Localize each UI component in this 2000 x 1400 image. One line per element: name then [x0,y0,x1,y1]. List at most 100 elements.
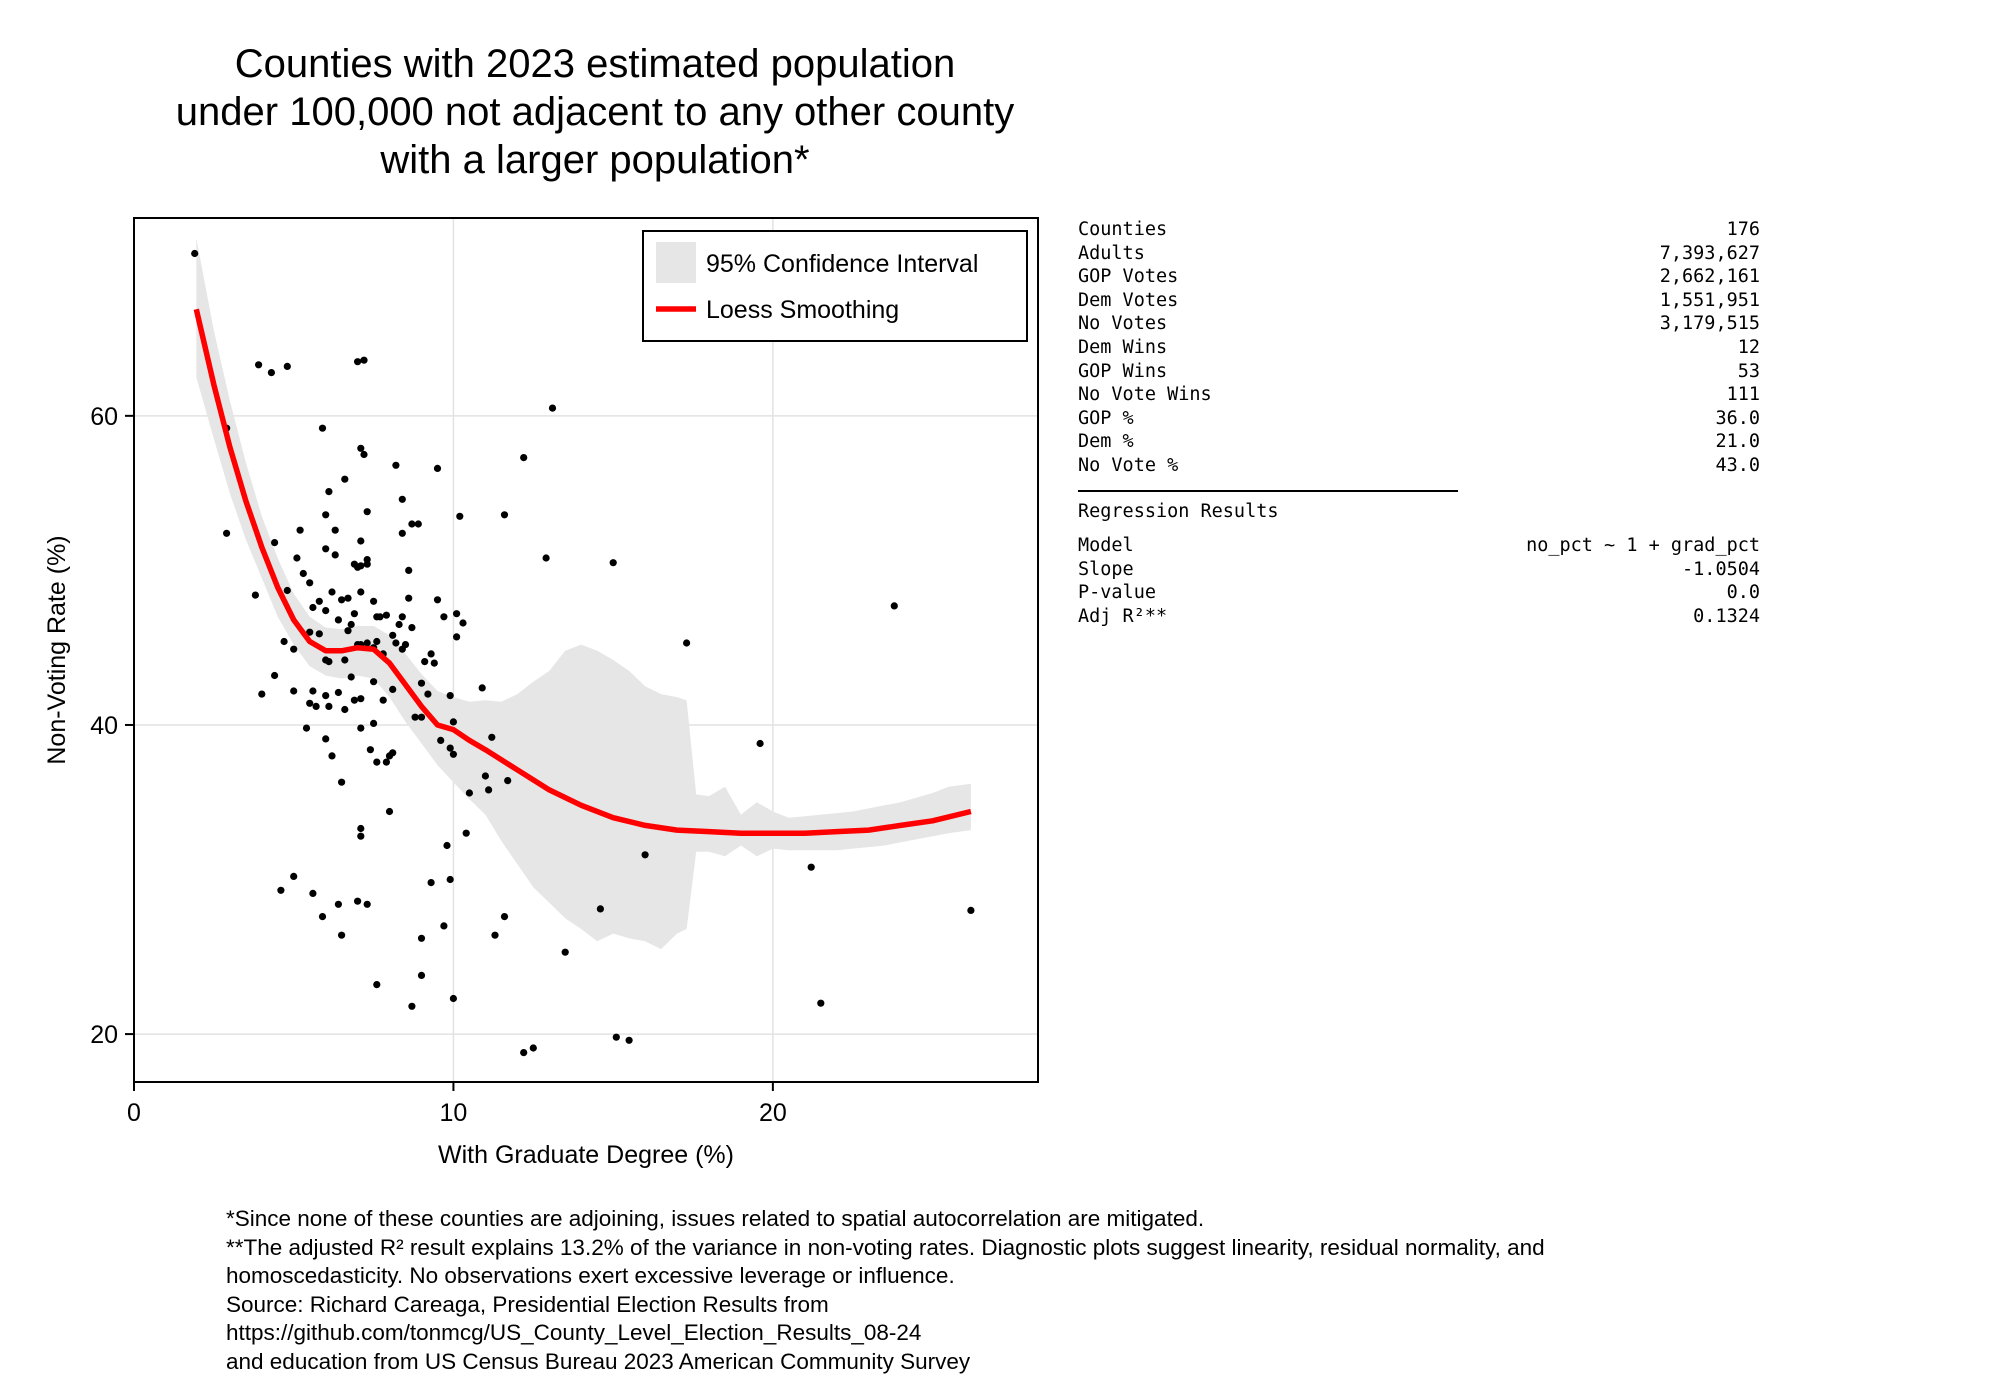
data-point [417,679,426,687]
footnote-line: Source: Richard Careaga, Presidential El… [226,1291,829,1317]
data-point [290,687,298,695]
regression-table: Model no_pct ~ 1 + grad_pct Slope -1.0504 P-… [1078,534,1760,628]
stat-value: 7,393,627 [1659,242,1760,264]
data-point [306,579,314,587]
x-tick-label: 0 [127,1099,141,1127]
data-point [344,594,352,602]
chart-title-line: under 100,000 not adjacent to any other … [175,90,1015,134]
data-point [807,863,815,871]
data-point [255,361,263,369]
data-point [625,1036,633,1044]
data-point [271,671,279,680]
stat-label: GOP Wins [1078,360,1168,382]
footnote-line: and education from US Census Bureau 2023… [226,1348,971,1374]
data-point [280,637,288,646]
stats-table: Counties 176 Adults 7,393,627 GOP Votes 2,662… [1078,218,1760,478]
data-point [890,602,898,610]
footnote-line: *Since none of these counties are adjoin… [226,1206,1205,1231]
data-point [504,777,512,785]
data-point [283,586,291,595]
stat-row: GOP Votes 2,662,161 [1078,265,1760,289]
data-point [354,358,362,366]
data-point [251,591,259,599]
stat-row: GOP % 36.0 [1078,407,1760,431]
data-point [271,539,279,547]
data-point [350,610,358,618]
data-point [338,778,346,786]
stat-value: 3,179,515 [1659,313,1760,335]
data-point [389,685,397,694]
data-point [411,713,419,721]
stat-label: Slope [1078,558,1134,580]
data-point [363,900,371,908]
stat-value: no_pct ~ 1 + grad_pct [1526,535,1760,557]
stat-row: Slope -1.0504 [1078,558,1760,582]
data-point [322,692,330,700]
data-point [363,508,371,516]
stat-label: No Vote Wins [1078,384,1212,406]
stat-label: GOP Votes [1078,266,1179,288]
data-point [683,639,691,647]
data-point [370,678,378,686]
loess-line [193,308,972,836]
data-point [267,369,275,377]
data-point [350,696,358,704]
data-point [392,639,400,647]
stat-row: No Vote Wins 111 [1078,383,1760,407]
stat-value: 53 [1737,360,1760,382]
data-point [366,746,374,754]
x-tick-label: 10 [440,1099,468,1127]
data-point [223,529,231,537]
data-point [357,444,365,452]
data-point [427,650,435,658]
data-point [385,807,394,816]
stat-value: 12 [1737,336,1760,358]
stat-label: No Vote % [1078,454,1179,476]
data-point [481,772,489,780]
data-point [401,641,410,649]
data-point [357,832,365,840]
data-point [398,613,406,621]
data-point [382,611,390,619]
stat-row: Dem Wins 12 [1078,336,1760,360]
stat-row: P-value 0.0 [1078,581,1760,605]
data-point [370,719,378,728]
data-point [456,512,464,520]
data-point [967,906,975,915]
x-axis-label: With Graduate Degree (%) [438,1141,734,1169]
data-point [312,702,320,711]
data-points [191,249,975,1057]
data-point [344,627,352,635]
data-point [596,905,605,913]
data-point [357,588,365,596]
data-point [433,464,442,472]
data-point [306,628,314,636]
data-point [322,735,330,743]
footnote-line: homoscedasticity. No observations exert … [226,1263,955,1289]
data-point [290,872,298,881]
regression-heading: Regression Results [1078,500,1279,522]
data-point [357,695,365,703]
data-point [306,699,314,707]
data-point [520,454,528,462]
stat-row: Dem % 21.0 [1078,430,1760,454]
data-point [325,658,333,666]
data-point [382,758,390,766]
data-point [283,362,291,370]
data-point [520,1049,528,1057]
data-point [258,690,266,698]
data-point [453,633,461,641]
data-point [817,999,825,1007]
data-point [315,630,323,638]
plot-frame [133,217,1039,1083]
stat-row: Counties 176 [1078,218,1760,242]
stat-value: 2,662,161 [1659,266,1760,288]
data-point [370,597,378,605]
data-point [408,520,416,528]
stat-label: Dem % [1078,431,1134,453]
data-point [561,948,569,956]
data-point [328,752,336,760]
data-point [421,658,429,666]
data-point [360,450,368,459]
legend: 95% Confidence Interval Loess Smoothing [642,230,1028,342]
